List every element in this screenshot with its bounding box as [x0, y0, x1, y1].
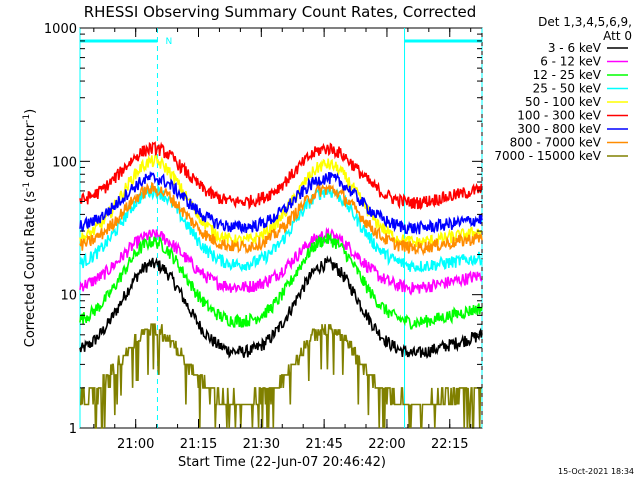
y-tick-label-0: 1 [69, 422, 77, 437]
y-tick-label-2: 100 [52, 155, 77, 170]
series-line-3 [79, 184, 483, 273]
y-axis-label-part2: detector [23, 122, 38, 182]
series-line-2 [79, 232, 483, 330]
legend-label-6: 300 - 800 keV [517, 122, 601, 136]
series-line-6 [79, 170, 483, 236]
y-axis-label-sup2: -1 [22, 114, 32, 123]
legend-label-1: 6 - 12 keV [540, 55, 602, 69]
legend-header-line2: Att 0 [603, 29, 632, 43]
x-axis-label: Start Time (22-Jun-07 20:46:42) [178, 455, 386, 470]
x-tick-label-1: 21:15 [180, 437, 217, 452]
y-axis-label-part1: Corrected Count Rate (s [23, 191, 38, 348]
night-label: N [165, 37, 172, 47]
legend-label-8: 7000 - 15000 keV [494, 149, 601, 163]
legend-label-5: 100 - 300 keV [517, 109, 601, 123]
y-tick-label-1: 10 [60, 289, 77, 304]
axes: 1 10 100 1000 21:00 21:15 21:30 21:45 22:00 22:15 [44, 22, 482, 452]
legend-label-7: 800 - 7000 keV [510, 136, 602, 150]
x-tick-label-2: 21:30 [243, 437, 280, 452]
x-tick-label-5: 22:15 [431, 437, 468, 452]
series-layer [79, 141, 483, 429]
legend-label-2: 12 - 25 keV [533, 68, 602, 82]
y-axis-label-sup1: -1 [22, 182, 32, 191]
x-tick-label-0: 21:00 [117, 437, 154, 452]
series-line-5 [79, 141, 483, 211]
series-line-7 [79, 182, 483, 257]
legend-header-line1: Det 1,3,4,5,6,9, [538, 15, 632, 29]
series-line-4 [79, 154, 483, 249]
series-line-0 [79, 255, 483, 359]
legend-label-3: 25 - 50 keV [533, 82, 602, 96]
footer-date: 15-Oct-2021 18:34 [558, 467, 634, 476]
chart-title: RHESSI Observing Summary Count Rates, Co… [84, 3, 477, 21]
legend-label-0: 3 - 6 keV [548, 41, 602, 55]
y-axis-label-part3: ) [23, 109, 38, 114]
x-tick-label-4: 22:00 [368, 437, 405, 452]
series-line-1 [79, 226, 482, 296]
x-tick-label-3: 21:45 [305, 437, 342, 452]
y-tick-label-3: 1000 [44, 22, 77, 37]
series-line-8 [80, 323, 482, 429]
legend-label-4: 50 - 100 keV [525, 95, 602, 109]
y-axis-label: Corrected Count Rate (s-1 detector-1) [22, 109, 38, 347]
